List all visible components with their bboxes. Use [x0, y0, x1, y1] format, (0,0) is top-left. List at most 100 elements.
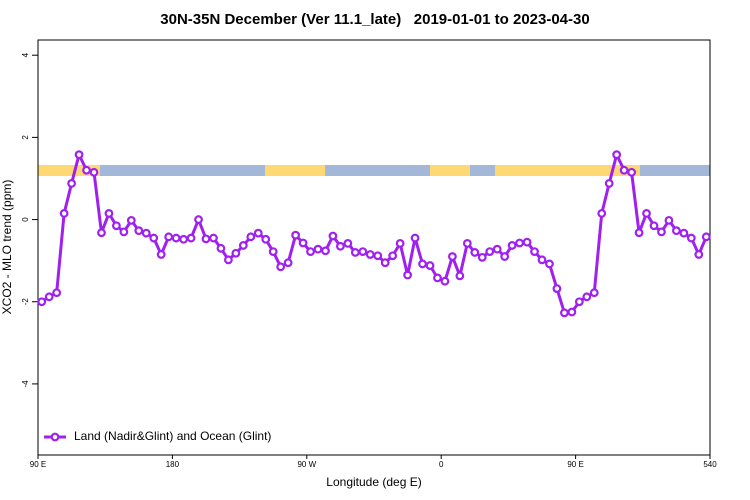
data-point [89, 167, 99, 177]
x-tick-label: 180 [166, 460, 180, 469]
x-tick-label: 90 W [297, 460, 316, 469]
x-tick-label: 540 [703, 460, 717, 469]
data-point [642, 208, 651, 218]
data-point [619, 165, 629, 175]
data-point [574, 297, 584, 307]
data-point [567, 307, 577, 317]
data-point [604, 179, 614, 188]
y-tick-label: 2 [21, 135, 30, 140]
data-point [74, 150, 84, 160]
land-band [265, 165, 325, 176]
data-point [44, 292, 54, 302]
legend-marker [50, 432, 60, 442]
data-point [582, 292, 592, 302]
data-point [246, 232, 256, 242]
land-band [495, 165, 640, 176]
data-point [530, 247, 539, 257]
data-point [410, 233, 420, 243]
data-point [612, 150, 622, 160]
plot-frame [37, 39, 711, 456]
data-point [328, 231, 338, 241]
y-tick-label: 4 [21, 52, 30, 57]
data-point [477, 252, 487, 262]
land-ocean-band [38, 165, 710, 176]
data-point [455, 271, 465, 281]
data-point [545, 259, 554, 269]
land-band [38, 165, 100, 176]
data-point [380, 258, 390, 268]
chart-title: 30N-35N December (Ver 11.1_late) 2019-01… [160, 11, 589, 28]
data-point [448, 252, 457, 261]
data-point [470, 248, 480, 257]
data-point [664, 215, 674, 225]
data-point [589, 288, 599, 298]
data-point [313, 244, 323, 254]
data-point [276, 262, 286, 272]
x-tick-label: 90 E [30, 460, 46, 469]
data-point [194, 215, 203, 224]
data-point [82, 165, 91, 175]
data-point [515, 238, 524, 248]
data-point [686, 233, 696, 243]
y-axis-label: XCO2 - MLO trend (ppm) [0, 180, 14, 315]
data-point [634, 228, 644, 238]
data-point [231, 248, 241, 258]
data-point [209, 233, 218, 243]
land-band [430, 165, 470, 176]
data-point [268, 247, 278, 257]
x-axis-label: Longitude (deg E) [326, 475, 421, 489]
data-point [358, 247, 368, 257]
data-point [350, 248, 360, 257]
data-point [627, 167, 636, 177]
data-point [365, 250, 375, 259]
data-point [597, 208, 607, 218]
data-point [201, 234, 211, 244]
data-point [492, 244, 502, 254]
data-point [126, 215, 136, 225]
data-point [373, 251, 383, 261]
data-point [97, 228, 106, 238]
data-point [52, 288, 62, 298]
data-point [679, 228, 689, 238]
data-point [283, 258, 293, 268]
data-point [59, 208, 69, 218]
data-point [67, 179, 76, 188]
data-point [37, 297, 47, 307]
data-point [500, 252, 510, 261]
x-tick-label: 0 [439, 460, 444, 469]
x-tick-label: 90 E [567, 460, 583, 469]
data-point [425, 261, 435, 270]
data-point [306, 247, 315, 257]
data-point [336, 241, 345, 251]
data-point [253, 228, 263, 238]
data-point [164, 232, 174, 242]
data-point [343, 238, 353, 248]
data-point [291, 230, 301, 240]
data-point [672, 226, 681, 236]
data-point [171, 233, 181, 243]
data-point [223, 255, 233, 265]
data-point [149, 233, 159, 243]
data-point [216, 243, 226, 253]
data-point [657, 227, 666, 237]
data-point [119, 227, 129, 237]
data-point [701, 232, 711, 242]
data-point [321, 246, 330, 256]
data-point [238, 241, 248, 250]
data-point [552, 284, 562, 293]
legend-item: Land (Nadir&Glint) and Ocean (Glint) [44, 429, 271, 443]
ocean-band [38, 165, 710, 176]
y-tick-label: -4 [21, 380, 30, 388]
data-point [403, 270, 413, 280]
data-point [440, 276, 450, 286]
y-tick-label: -2 [21, 298, 30, 306]
data-point [507, 241, 517, 250]
data-point [537, 255, 547, 265]
data-point [485, 247, 495, 257]
data-point [649, 221, 659, 231]
data-point [261, 234, 271, 244]
data-point [141, 228, 151, 238]
data-point [111, 221, 121, 231]
